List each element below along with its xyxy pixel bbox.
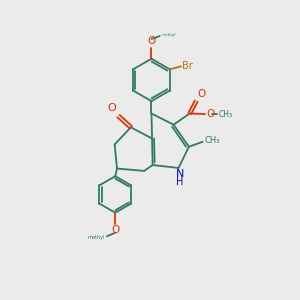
- Text: O: O: [206, 109, 214, 119]
- Text: O: O: [147, 36, 156, 46]
- Text: O: O: [107, 103, 116, 113]
- Text: CH₃: CH₃: [219, 110, 233, 118]
- Text: methyl: methyl: [88, 235, 105, 240]
- Text: H: H: [176, 177, 184, 187]
- Text: O: O: [197, 89, 206, 99]
- Text: Br: Br: [182, 61, 193, 71]
- Text: CH₃: CH₃: [204, 136, 220, 145]
- Text: methyl: methyl: [161, 33, 176, 37]
- Text: O: O: [111, 225, 119, 235]
- Text: N: N: [176, 169, 184, 179]
